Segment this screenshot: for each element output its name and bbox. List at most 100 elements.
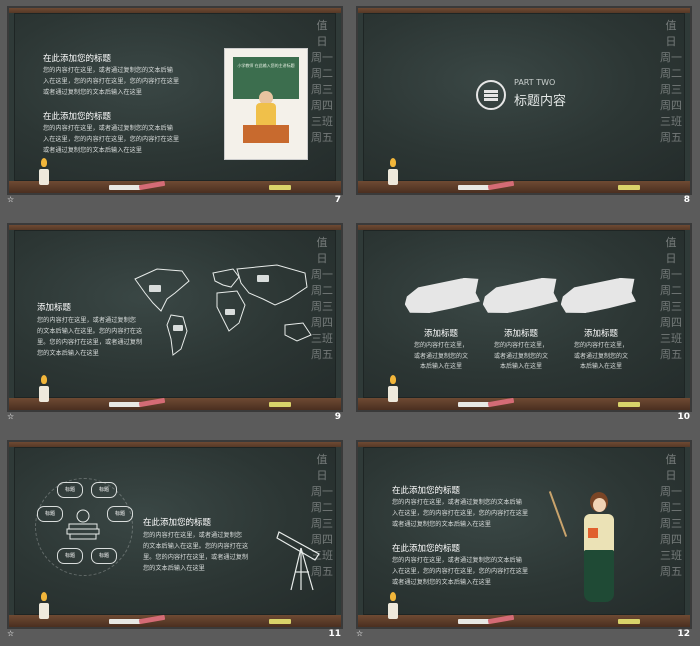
side-deco-text: 周四 xyxy=(311,533,333,546)
slide-thumbnail-12[interactable]: 在此添加您的标题 您的内容打在这里，或者通过复制您的文本后输 入在这里，您的内容… xyxy=(356,440,692,640)
teacher-book xyxy=(588,528,598,538)
body-line: 您的内容打在这里，或者通过复制您 xyxy=(143,532,242,539)
body-line: 或者通过复制您的文本后输入在这里 xyxy=(392,579,491,586)
ring-segment: 标题 xyxy=(91,482,117,498)
ring-segment: 标题 xyxy=(57,548,83,564)
red-chalk xyxy=(138,397,166,408)
side-deco-text: 周四 xyxy=(311,99,333,112)
red-chalk xyxy=(138,180,166,191)
flame-icon xyxy=(390,158,396,167)
board-frame-top xyxy=(9,442,341,447)
column-body: 您的内容打在这里， 或者通过复制您的文 本后输入在这里 xyxy=(476,341,566,373)
body-line: 入在这里，您的内容打在这里，您的内容打在这里 xyxy=(392,510,529,517)
body-line: 或者通过复制您的文本后输入在这里 xyxy=(43,147,142,154)
side-deco-text: 周四 xyxy=(660,316,682,329)
apple-books-icon xyxy=(66,509,100,540)
candle-icon xyxy=(39,386,49,402)
body-line: 的文本后输入在这里。您的内容打在这 xyxy=(37,328,143,335)
teacher-illustration-card: 小学教师 在此输入您的主讲标题 xyxy=(224,48,308,160)
candle-icon xyxy=(388,169,398,185)
yellow-chalk xyxy=(618,402,640,407)
part-kicker: PART TWO xyxy=(514,78,556,87)
body-line: 入在这里，您的内容打在这里，您的内容打在这里 xyxy=(43,136,180,143)
candle-icon xyxy=(388,386,398,402)
white-chalk xyxy=(458,619,490,624)
chalkboard xyxy=(363,230,685,398)
body-line: 您的内容打在这里，或者通过复制您的文本后输 xyxy=(392,557,522,564)
ring-segment: 标题 xyxy=(37,506,63,522)
body-line: 本后输入在这里 xyxy=(579,363,622,370)
side-deco-text: 周四 xyxy=(660,99,682,112)
section-body: 您的内容打在这里，或者通过复制您的文本后输 入在这里，您的内容打在这里，您的内容… xyxy=(392,497,552,530)
side-deco-text: 日 xyxy=(665,469,677,482)
slide-canvas: 在此添加您的标题 您的内容打在这里，或者通过复制您的文本后输 入在这里，您的内容… xyxy=(7,6,343,195)
side-deco-text: 值 xyxy=(316,453,328,466)
ring-segment: 标题 xyxy=(107,506,133,522)
body-line: 您的内容打在这里， xyxy=(413,342,468,349)
slide-number: 12 xyxy=(677,629,690,639)
side-deco-text: 三班 xyxy=(311,115,333,128)
side-deco-text: 周五 xyxy=(660,131,682,144)
side-decoration: 值日周一 周二 周三 周四 三班 周五 xyxy=(660,235,682,363)
red-chalk xyxy=(138,614,166,625)
side-deco-text: 周四 xyxy=(311,316,333,329)
white-chalk xyxy=(458,185,490,190)
body-line: 本后输入在这里 xyxy=(419,363,462,370)
slide-thumbnail-11[interactable]: 标题 标题 标题 标题 标题 标题 在此添加您的标题 您的内容打在这里，或者通过… xyxy=(7,440,343,640)
thumbnail-footer: ☆ 11 xyxy=(7,629,343,641)
side-deco-text: 日 xyxy=(316,469,328,482)
flame-icon xyxy=(390,375,396,384)
part-title: 标题内容 xyxy=(514,94,567,109)
section-body: 您的内容打在这里，或者通过复制您的文本后输 入在这里，您的内容打在这里，您的内容… xyxy=(43,65,203,98)
side-decoration: 值日周一 周二 周三 周四 三班 周五 xyxy=(311,452,333,580)
body-line: 入在这里，您的内容打在这里，您的内容打在这里 xyxy=(392,568,529,575)
side-deco-text: 周三 xyxy=(311,300,333,313)
side-deco-text: 日 xyxy=(665,252,677,265)
slide-thumbnail-8[interactable]: PART TWO 标题内容 值日周一 周二 周三 周四 三班 周五 8 xyxy=(356,6,692,206)
slide-thumbnail-9[interactable]: 添加标题 您的内容打在这里，或者通过复制您 的文本后输入在这里。您的内容打在这 … xyxy=(7,223,343,423)
slide-number: 7 xyxy=(334,195,341,205)
teacher-skirt xyxy=(584,550,614,602)
board-frame-top xyxy=(358,442,690,447)
side-deco-text: 三班 xyxy=(660,549,682,562)
side-deco-text: 三班 xyxy=(660,115,682,128)
section-title: 在此添加您的标题 xyxy=(392,486,461,496)
slide-thumbnail-10[interactable]: 添加标题 您的内容打在这里， 或者通过复制您的文 本后输入在这里 添加标题 您的… xyxy=(356,223,692,423)
side-deco-text: 周一 xyxy=(311,485,333,498)
red-chalk xyxy=(487,397,515,408)
side-deco-text: 周一 xyxy=(660,268,682,281)
books-icon xyxy=(476,80,506,110)
body-line: 您的文本后输入在这里 xyxy=(143,565,205,572)
thumbnail-footer: ☆ 12 xyxy=(356,629,692,641)
board-frame-bottom xyxy=(358,614,690,627)
white-chalk xyxy=(109,185,141,190)
body-line: 您的内容打在这里， xyxy=(493,342,548,349)
teacher-body xyxy=(256,103,276,125)
mini-chalkboard-text: 小学教师 在此输入您的主讲标题 xyxy=(237,63,295,68)
column-title: 添加标题 xyxy=(423,329,458,339)
body-line: 本后输入在这里 xyxy=(499,363,542,370)
star-icon: ☆ xyxy=(7,195,15,204)
column-body: 您的内容打在这里， 或者通过复制您的文 本后输入在这里 xyxy=(556,341,646,373)
side-deco-text: 值 xyxy=(316,236,328,249)
thumbnail-footer: 10 xyxy=(356,412,692,424)
red-chalk xyxy=(487,180,515,191)
board-frame-bottom xyxy=(9,397,341,410)
slide-thumbnail-7[interactable]: 在此添加您的标题 您的内容打在这里，或者通过复制您的文本后输 入在这里，您的内容… xyxy=(7,6,343,206)
slide-canvas: PART TWO 标题内容 值日周一 周二 周三 周四 三班 周五 xyxy=(356,6,692,195)
flame-icon xyxy=(41,592,47,601)
body-line: 您的内容打在这里， xyxy=(573,342,628,349)
segment-ring xyxy=(35,478,133,576)
side-deco-text: 日 xyxy=(316,252,328,265)
slide-canvas: 在此添加您的标题 您的内容打在这里，或者通过复制您的文本后输 入在这里，您的内容… xyxy=(356,440,692,629)
side-deco-text: 周五 xyxy=(311,565,333,578)
candle-icon xyxy=(388,603,398,619)
side-decoration: 值日周一 周二 周三 周四 三班 周五 xyxy=(311,235,333,363)
body-line: 的文本后输入在这里。您的内容打在这 xyxy=(143,543,249,550)
body-line: 或者通过复制您的文 xyxy=(413,352,468,360)
column-title: 添加标题 xyxy=(583,329,618,339)
side-deco-text: 日 xyxy=(665,35,677,48)
candle-icon xyxy=(39,603,49,619)
side-deco-text: 周一 xyxy=(311,268,333,281)
board-frame-bottom xyxy=(358,180,690,193)
